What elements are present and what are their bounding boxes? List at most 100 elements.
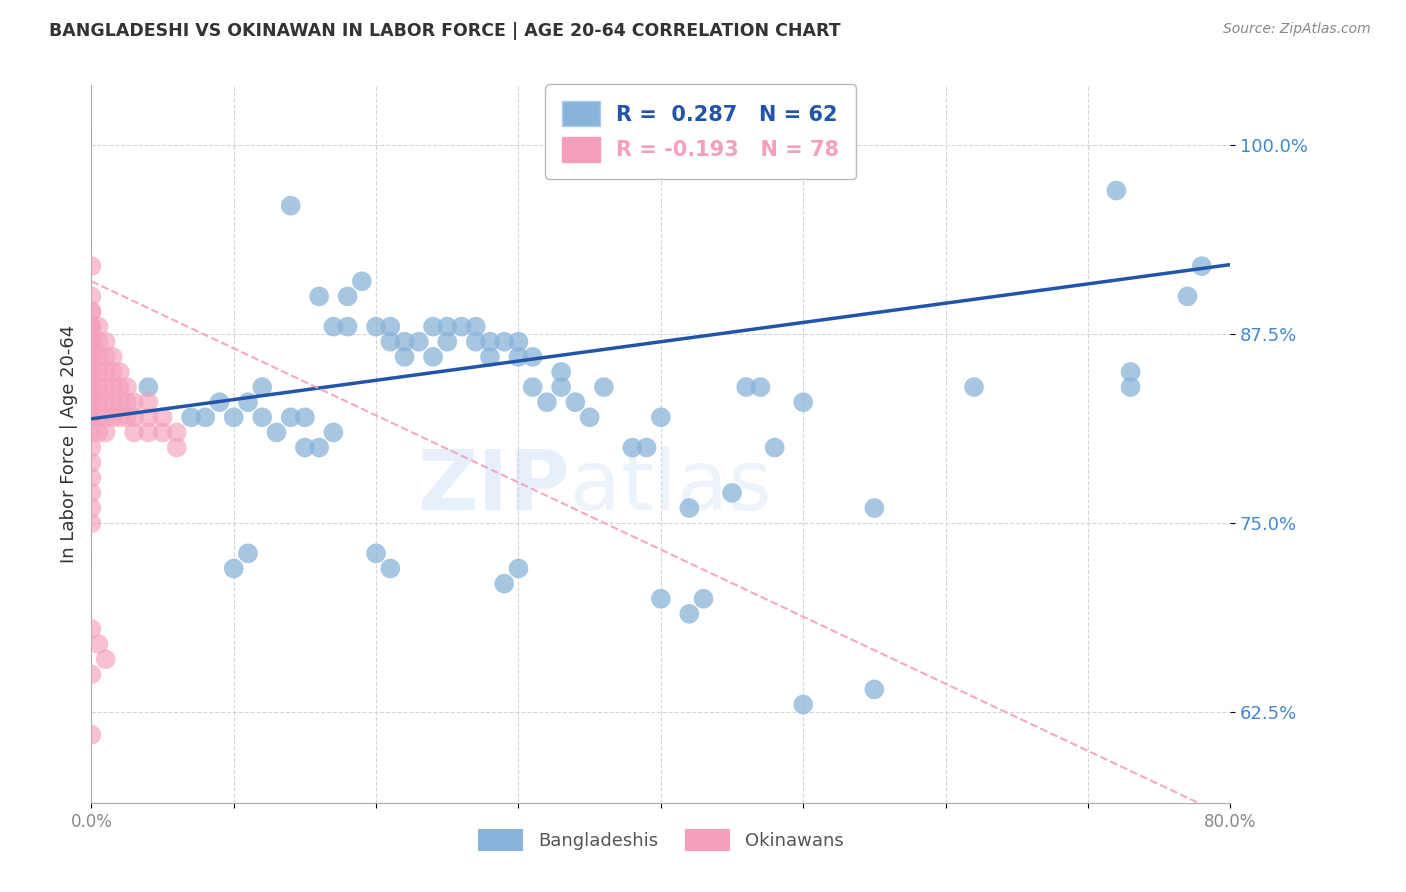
Point: [763, 441, 786, 455]
Point: [863, 682, 886, 697]
Point: [450, 319, 472, 334]
Point: [863, 501, 886, 516]
Point: [138, 395, 160, 409]
Point: [166, 425, 188, 440]
Point: [208, 395, 231, 409]
Point: [322, 319, 344, 334]
Point: [80, 380, 103, 394]
Point: [792, 698, 814, 712]
Point: [94, 395, 117, 409]
Point: [308, 441, 330, 455]
Point: [621, 441, 644, 455]
Point: [101, 380, 124, 394]
Point: [80, 516, 103, 530]
Point: [94, 334, 117, 349]
Point: [94, 410, 117, 425]
Point: [94, 425, 117, 440]
Point: [963, 380, 986, 394]
Point: [80, 304, 103, 318]
Point: [87, 637, 110, 651]
Point: [735, 380, 758, 394]
Point: [478, 334, 502, 349]
Point: [394, 350, 416, 364]
Point: [80, 441, 103, 455]
Point: [80, 471, 103, 485]
Point: [692, 591, 714, 606]
Point: [1119, 365, 1142, 379]
Point: [87, 425, 110, 440]
Point: [522, 380, 544, 394]
Point: [322, 425, 344, 440]
Point: [80, 319, 103, 334]
Point: [536, 395, 558, 409]
Point: [152, 425, 174, 440]
Point: [336, 319, 359, 334]
Point: [380, 319, 402, 334]
Point: [236, 395, 259, 409]
Point: [650, 410, 672, 425]
Point: [80, 425, 103, 440]
Point: [250, 410, 273, 425]
Point: [464, 334, 486, 349]
Point: [87, 350, 110, 364]
Point: [80, 395, 103, 409]
Point: [108, 410, 131, 425]
Point: [422, 319, 444, 334]
Point: [108, 365, 131, 379]
Point: [650, 591, 672, 606]
Legend: Bangladeshis, Okinawans: Bangladeshis, Okinawans: [471, 822, 851, 858]
Point: [80, 319, 103, 334]
Point: [550, 365, 572, 379]
Text: atlas: atlas: [569, 446, 772, 527]
Point: [436, 319, 458, 334]
Point: [350, 274, 373, 288]
Point: [87, 319, 110, 334]
Point: [1177, 289, 1199, 303]
Point: [94, 365, 117, 379]
Point: [508, 561, 530, 575]
Text: Source: ZipAtlas.com: Source: ZipAtlas.com: [1223, 22, 1371, 37]
Point: [138, 410, 160, 425]
Point: [80, 395, 103, 409]
Point: [87, 380, 110, 394]
Point: [478, 350, 502, 364]
Point: [394, 334, 416, 349]
Point: [80, 622, 103, 636]
Point: [80, 334, 103, 349]
Point: [294, 410, 316, 425]
Point: [593, 380, 616, 394]
Point: [80, 380, 103, 394]
Point: [115, 395, 138, 409]
Text: ZIP: ZIP: [418, 446, 569, 527]
Point: [194, 410, 217, 425]
Point: [94, 380, 117, 394]
Point: [550, 380, 572, 394]
Point: [80, 410, 103, 425]
Point: [80, 667, 103, 681]
Point: [108, 395, 131, 409]
Point: [364, 546, 387, 560]
Point: [122, 410, 145, 425]
Point: [364, 319, 387, 334]
Point: [108, 380, 131, 394]
Point: [678, 501, 700, 516]
Point: [80, 289, 103, 303]
Point: [80, 304, 103, 318]
Point: [380, 334, 402, 349]
Point: [1119, 380, 1142, 394]
Point: [222, 561, 245, 575]
Y-axis label: In Labor Force | Age 20-64: In Labor Force | Age 20-64: [59, 325, 77, 563]
Point: [294, 441, 316, 455]
Point: [564, 395, 586, 409]
Point: [122, 395, 145, 409]
Point: [250, 380, 273, 394]
Point: [101, 365, 124, 379]
Point: [80, 350, 103, 364]
Point: [101, 350, 124, 364]
Point: [721, 486, 744, 500]
Point: [101, 410, 124, 425]
Point: [87, 365, 110, 379]
Point: [578, 410, 600, 425]
Point: [80, 350, 103, 364]
Point: [94, 652, 117, 666]
